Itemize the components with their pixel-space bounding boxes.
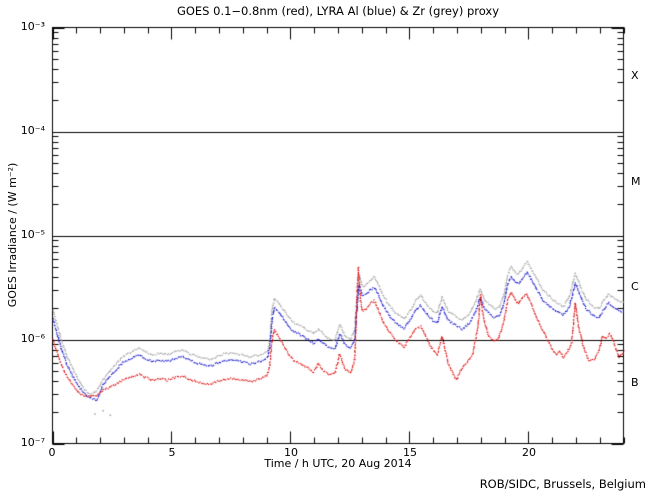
- flare-class-label-b: B: [631, 376, 639, 389]
- x-tick-label-20: 20: [522, 446, 536, 459]
- y-tick-label-1e-7: 10⁻⁷: [20, 436, 45, 449]
- credit-text: ROB/SIDC, Brussels, Belgium: [479, 477, 646, 491]
- x-tick-label-0: 0: [48, 446, 56, 459]
- x-tick-label-5: 5: [168, 446, 176, 459]
- x-tick-label-15: 15: [403, 446, 417, 459]
- x-axis-title: Time / h UTC, 20 Aug 2014: [264, 457, 412, 470]
- flare-class-label-x: X: [631, 69, 639, 82]
- chart-title: GOES 0.1−0.8nm (red), LYRA Al (blue) & Z…: [176, 4, 500, 18]
- flare-class-label-c: C: [631, 280, 639, 293]
- x-tick-label-10: 10: [284, 446, 298, 459]
- y-tick-label-1e-4: 10⁻⁴: [20, 124, 45, 137]
- flare-class-label-m: M: [631, 175, 641, 188]
- y-tick-label-1e-3: 10⁻³: [20, 20, 45, 33]
- y-tick-label-1e-6: 10⁻⁶: [20, 332, 45, 345]
- y-tick-label-1e-5: 10⁻⁵: [20, 228, 45, 241]
